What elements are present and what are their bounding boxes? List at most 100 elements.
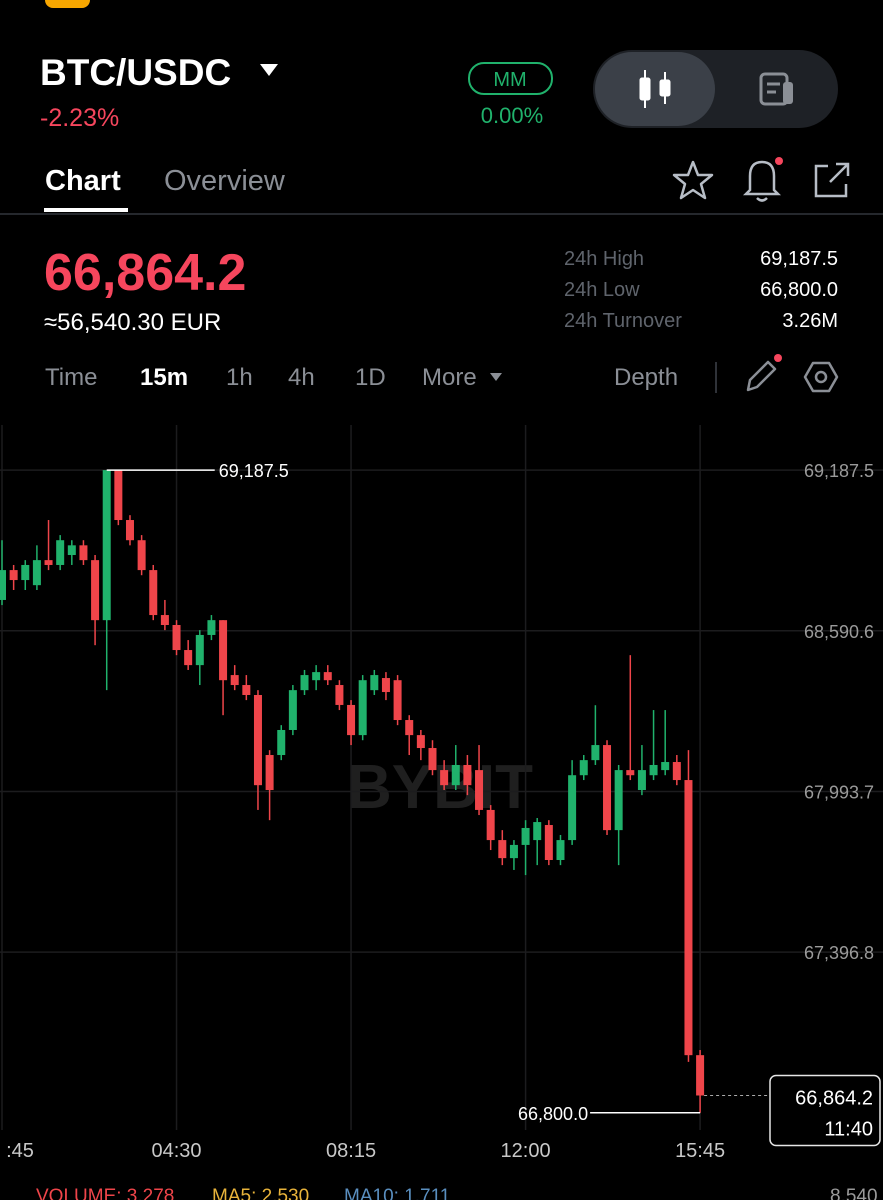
countdown: 11:40 bbox=[824, 1118, 873, 1140]
candle-body bbox=[160, 615, 169, 626]
candle-body bbox=[509, 844, 518, 859]
candle-body bbox=[242, 685, 251, 695]
candle-body bbox=[91, 560, 100, 621]
draw-dot bbox=[774, 354, 782, 362]
candle-body bbox=[521, 827, 530, 845]
more-caret bbox=[490, 373, 502, 381]
candle-body bbox=[184, 650, 193, 666]
watermark: BYBIT bbox=[347, 753, 533, 822]
candle-body bbox=[137, 540, 146, 571]
candle-body bbox=[253, 694, 262, 786]
x-tick-label: :45 bbox=[6, 1140, 34, 1162]
candle-body bbox=[79, 545, 88, 561]
favorite[interactable] bbox=[672, 160, 714, 200]
candle-body bbox=[323, 672, 332, 681]
stat-label: 24h Low bbox=[564, 279, 640, 301]
x-tick-label: 04:30 bbox=[151, 1140, 201, 1162]
last-price-label: 66,864.2 bbox=[795, 1087, 873, 1109]
chart-settings[interactable] bbox=[803, 361, 839, 393]
candle-body bbox=[637, 770, 646, 791]
interval[interactable]: Time bbox=[45, 364, 97, 391]
toggle-chart[interactable] bbox=[595, 52, 715, 126]
share[interactable] bbox=[814, 162, 850, 198]
candle-body bbox=[486, 809, 495, 841]
candle-body bbox=[288, 690, 297, 730]
candle-body bbox=[533, 822, 542, 841]
x-tick-label: 08:15 bbox=[326, 1140, 376, 1162]
alert[interactable] bbox=[742, 160, 782, 202]
candle-icon bbox=[639, 70, 671, 108]
candle-body bbox=[556, 840, 565, 861]
candle-body bbox=[370, 675, 379, 691]
tab-underline bbox=[44, 208, 128, 212]
stat-value: 3.26M bbox=[782, 310, 838, 332]
converted-price: ≈56,540.30 EUR bbox=[44, 309, 221, 336]
candle-body bbox=[463, 764, 472, 786]
candle-body bbox=[672, 762, 681, 781]
low-label: 66,800.0 bbox=[518, 1104, 588, 1124]
toggle-info[interactable] bbox=[759, 72, 793, 106]
stat-value: 69,187.5 bbox=[760, 248, 838, 270]
candle-body bbox=[591, 745, 600, 761]
candle-body bbox=[56, 540, 65, 565]
candle-body bbox=[451, 764, 460, 786]
pair[interactable]: BTC/USDC bbox=[40, 52, 231, 93]
high-label: 69,187.5 bbox=[219, 461, 289, 481]
depth[interactable]: Depth bbox=[614, 364, 678, 391]
candle-body bbox=[381, 678, 390, 693]
candle-body bbox=[125, 520, 134, 541]
candle-body bbox=[475, 770, 484, 810]
candle-body bbox=[207, 620, 216, 635]
candle-body bbox=[544, 825, 553, 861]
candle-body bbox=[358, 680, 367, 736]
candle-body bbox=[195, 634, 204, 666]
mm-value: 0.00% bbox=[481, 103, 543, 128]
candle-body bbox=[21, 564, 30, 581]
candle-body bbox=[649, 764, 658, 776]
change: -2.23% bbox=[40, 104, 119, 132]
last-price-box bbox=[769, 1074, 881, 1147]
candle-body bbox=[230, 675, 239, 686]
candle-body bbox=[172, 625, 181, 651]
candle-body bbox=[0, 570, 6, 600]
mm-label: MM bbox=[493, 69, 526, 91]
interval-selected[interactable]: 15m bbox=[140, 364, 188, 391]
y-tick-label: 67,993.7 bbox=[804, 782, 874, 802]
alert-dot bbox=[775, 157, 783, 165]
interval-more[interactable]: More bbox=[422, 364, 477, 391]
stat-label: 24h High bbox=[564, 248, 644, 270]
candle-body bbox=[219, 620, 228, 681]
candle-body bbox=[335, 685, 344, 705]
x-tick-label: 15:45 bbox=[675, 1140, 725, 1162]
pair-dropdown[interactable] bbox=[260, 64, 278, 76]
stat-label: 24h Turnover bbox=[564, 310, 682, 332]
candle-body bbox=[405, 720, 414, 736]
interval[interactable]: 4h bbox=[288, 364, 315, 391]
candle-body bbox=[393, 680, 402, 721]
candle-body bbox=[347, 704, 356, 736]
tab-overview[interactable]: Overview bbox=[164, 165, 286, 197]
candle-body bbox=[614, 770, 623, 831]
candle-body bbox=[416, 735, 425, 749]
candle-body bbox=[265, 755, 274, 791]
candle-body bbox=[661, 762, 670, 771]
mm-badge[interactable] bbox=[468, 62, 553, 95]
candle-body bbox=[114, 470, 123, 521]
candle-body bbox=[684, 780, 693, 1056]
stat-value: 66,800.0 bbox=[760, 279, 838, 301]
candle-body bbox=[102, 470, 111, 621]
x-tick-label: 12:00 bbox=[501, 1140, 551, 1162]
volume-legend: MA10: 1.711 bbox=[344, 1186, 450, 1200]
interval[interactable]: 1D bbox=[355, 364, 386, 391]
candle-body bbox=[498, 840, 507, 859]
candle-body bbox=[149, 570, 158, 616]
draw-tool[interactable] bbox=[746, 360, 777, 392]
tab-chart[interactable]: Chart bbox=[45, 165, 121, 197]
interval[interactable]: 1h bbox=[226, 364, 253, 391]
volume-legend: 8.540 bbox=[830, 1186, 878, 1200]
candle-body bbox=[67, 545, 76, 556]
candle-body bbox=[568, 775, 577, 841]
